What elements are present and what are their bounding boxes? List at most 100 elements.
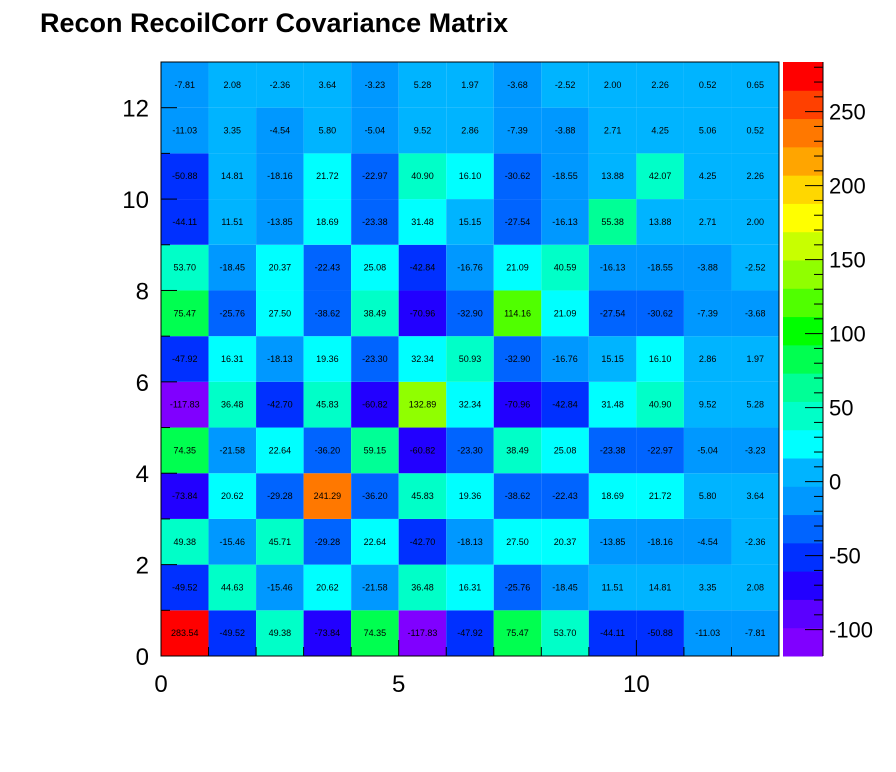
heatmap-cell xyxy=(303,153,352,200)
cell-value-label: 2.26 xyxy=(651,80,669,90)
heatmap-cell xyxy=(683,244,732,291)
heatmap-cell xyxy=(351,427,399,474)
cell-value-label: 14.81 xyxy=(221,171,244,181)
cell-value-label: -42.84 xyxy=(552,400,578,410)
cell-value-label: -38.62 xyxy=(315,308,341,318)
heatmap-cell xyxy=(636,244,684,291)
cell-value-label: 2.71 xyxy=(699,217,717,227)
heatmap-cell xyxy=(731,336,779,382)
heatmap-cell xyxy=(446,564,494,611)
cell-value-label: 20.37 xyxy=(269,263,292,273)
heatmap-cell xyxy=(351,199,399,245)
cell-value-label: -3.88 xyxy=(697,263,718,273)
colorbar-swatch xyxy=(783,599,823,629)
heatmap-cell xyxy=(493,473,542,519)
cell-value-label: -4.54 xyxy=(697,537,718,547)
cell-value-label: 20.62 xyxy=(221,491,244,501)
cell-value-label: -3.88 xyxy=(555,126,576,136)
heatmap-cell xyxy=(303,610,352,656)
heatmap-cell xyxy=(256,62,304,108)
cell-value-label: -18.45 xyxy=(220,263,246,273)
heatmap-cell xyxy=(208,153,257,200)
colorbar-swatch xyxy=(783,429,823,459)
heatmap-cell xyxy=(683,107,732,154)
heatmap-cell xyxy=(161,427,209,474)
cell-value-label: -38.62 xyxy=(505,491,531,501)
cell-value-label: 50.93 xyxy=(459,354,482,364)
cell-value-label: 2.08 xyxy=(224,80,242,90)
cell-value-label: -22.43 xyxy=(552,491,578,501)
colorbar-tick-label: -100 xyxy=(829,618,873,643)
heatmap-cell xyxy=(208,244,257,291)
heatmap-cell xyxy=(588,153,637,200)
cell-value-label: -7.81 xyxy=(745,628,766,638)
heatmap-cell xyxy=(683,427,732,474)
y-tick-label: 6 xyxy=(136,370,149,397)
cell-value-label: -21.58 xyxy=(362,582,388,592)
heatmap-cell xyxy=(256,381,304,428)
heatmap-cell xyxy=(731,290,779,337)
heatmap-cell xyxy=(303,244,352,291)
colorbar-tick-label: 150 xyxy=(829,248,866,273)
cell-value-label: -18.16 xyxy=(647,537,673,547)
cell-value-label: -70.96 xyxy=(505,400,531,410)
heatmap-cell xyxy=(398,564,447,611)
colorbar-swatch xyxy=(783,514,823,544)
cell-value-label: -36.20 xyxy=(362,491,388,501)
cell-value-label: -27.54 xyxy=(505,217,531,227)
cell-value-label: 1.97 xyxy=(461,80,479,90)
cell-value-label: -18.55 xyxy=(552,171,578,181)
cell-value-label: 27.50 xyxy=(269,308,292,318)
heatmap-cell xyxy=(208,473,257,519)
cell-value-label: -30.62 xyxy=(647,308,673,318)
heatmap-cell xyxy=(208,610,257,656)
heatmap-cell xyxy=(731,199,779,245)
heatmap-cell xyxy=(541,336,589,382)
cell-value-label: 40.90 xyxy=(649,400,672,410)
cell-value-label: 2.86 xyxy=(461,126,479,136)
cell-value-label: 19.36 xyxy=(316,354,339,364)
heatmap-cell xyxy=(398,290,447,337)
heatmap-cell xyxy=(351,107,399,154)
cell-value-label: -2.36 xyxy=(745,537,766,547)
heatmap-cell xyxy=(493,610,542,656)
cell-value-label: 75.47 xyxy=(506,628,529,638)
cell-value-label: -25.76 xyxy=(505,582,531,592)
cell-value-label: 2.00 xyxy=(604,80,622,90)
heatmap-cell xyxy=(161,518,209,565)
cell-value-label: 21.09 xyxy=(554,308,577,318)
cell-value-label: 13.88 xyxy=(601,171,624,181)
cell-value-label: 40.90 xyxy=(411,171,434,181)
cell-value-label: -16.13 xyxy=(600,263,626,273)
heatmap-cell xyxy=(351,336,399,382)
cell-value-label: -11.03 xyxy=(695,628,720,638)
cell-value-label: 2.86 xyxy=(699,354,717,364)
cell-value-label: 74.35 xyxy=(364,628,387,638)
cell-value-label: -16.13 xyxy=(552,217,578,227)
cell-value-label: -7.39 xyxy=(507,126,528,136)
heatmap-cell xyxy=(161,381,209,428)
colorbar-swatch xyxy=(783,316,823,346)
cell-value-label: 9.52 xyxy=(414,126,432,136)
heatmap-cell xyxy=(636,564,684,611)
cell-value-label: -15.46 xyxy=(220,537,246,547)
cell-value-label: -117.83 xyxy=(170,400,200,410)
heatmap-cell xyxy=(256,564,304,611)
cell-value-label: 16.31 xyxy=(459,582,482,592)
heatmap-cell xyxy=(446,244,494,291)
heatmap-cell xyxy=(588,244,637,291)
cell-value-label: 32.34 xyxy=(411,354,434,364)
heatmap-cell xyxy=(446,336,494,382)
heatmap-cell xyxy=(161,473,209,519)
cell-value-label: 38.49 xyxy=(364,308,387,318)
cell-value-label: -5.04 xyxy=(365,126,386,136)
colorbar-swatch xyxy=(783,288,823,318)
cell-value-label: 40.59 xyxy=(554,263,577,273)
cell-value-label: 25.08 xyxy=(554,445,577,455)
x-tick-label: 0 xyxy=(154,671,167,698)
cell-value-label: 45.83 xyxy=(411,491,434,501)
cell-value-label: -50.88 xyxy=(172,171,198,181)
cell-value-label: -60.82 xyxy=(362,400,388,410)
heatmap-cell xyxy=(256,107,304,154)
heatmap-cell xyxy=(731,381,779,428)
